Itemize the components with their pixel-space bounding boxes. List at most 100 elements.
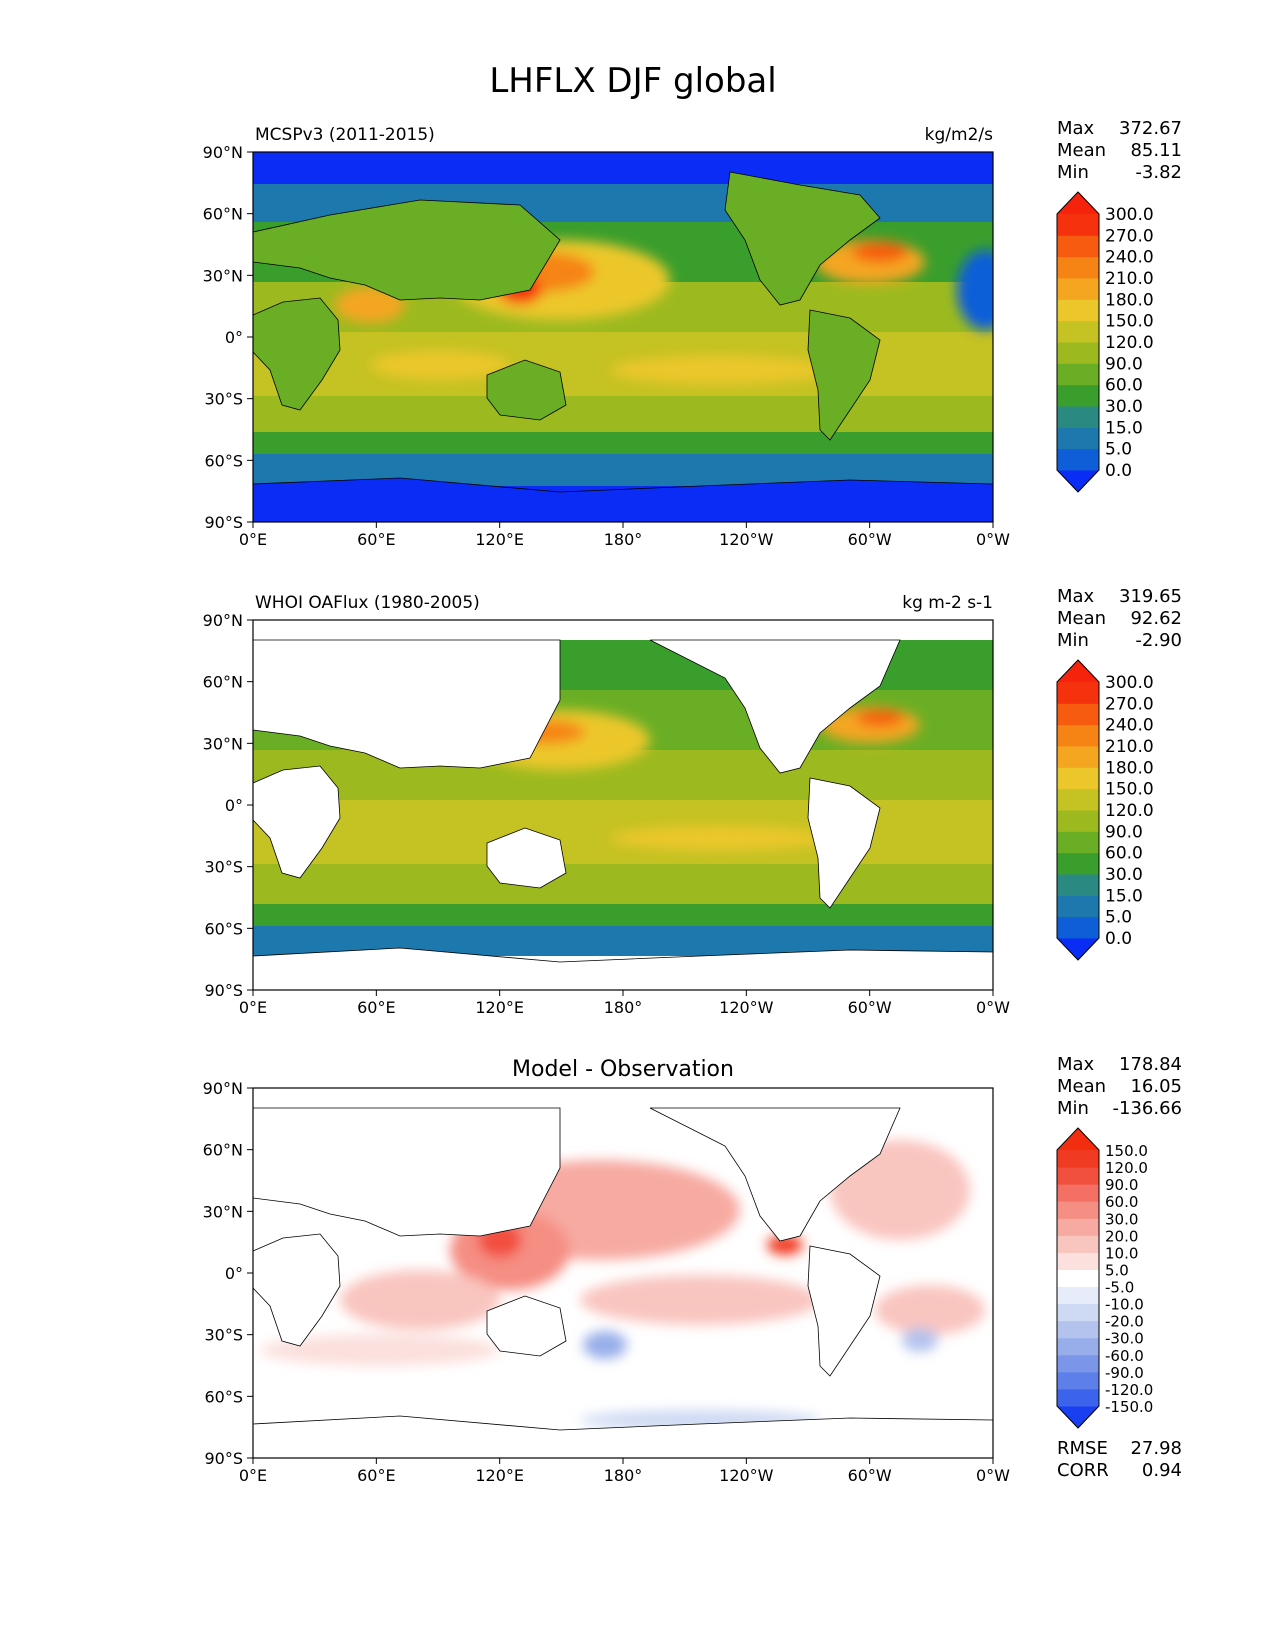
x-tick-label: 60°W [848,530,892,549]
colorbar-segment [1057,1371,1099,1390]
colorbar-under-extension [1057,938,1099,960]
figure-title: LHFLX DJF global [489,61,776,101]
colorbar-outline [1056,191,1100,493]
colorbar-level-label: 60.0 [1105,844,1143,864]
colorbar-level-label: 20.0 [1105,1227,1138,1245]
colorbar-segment [1057,235,1099,258]
colorbar-segment [1057,1388,1099,1407]
y-tick-label: 0° [225,328,243,347]
colorbar-level-label: -120.0 [1105,1381,1153,1399]
colorbar-segment [1057,363,1099,386]
field-band-mid-south [253,904,993,926]
colorbar-level-label: 300.0 [1105,673,1154,693]
panel-model: MCSPv3 (2011-2015) kg/m2/s [203,118,1182,549]
stat-max-label: Max [1057,118,1095,139]
colorbar-segment [1057,342,1099,364]
stat-min-label: Min [1057,1098,1089,1119]
colorbar-segment [1057,1235,1099,1253]
colorbar-level-label: 10.0 [1105,1244,1138,1262]
continent-africa [253,765,341,879]
stat-mean-label: Mean [1057,608,1106,629]
colorbar-segment [1057,427,1099,450]
y-tick-label: 90°S [204,513,243,532]
continent-antarctica [253,477,993,522]
colorbar-segment [1057,278,1099,300]
field-south-atlantic [875,1285,985,1335]
continent-south-america [807,1245,881,1377]
panel-model-x-axis: 0°E 60°E 120°E 180° 120°W 60°W 0°W [239,522,1010,549]
y-tick-label: 30°S [204,390,243,409]
y-tick-label: 0° [225,1264,243,1283]
stat-mean-label: Mean [1057,140,1106,161]
colorbar-level-label: 15.0 [1105,418,1143,438]
colorbar-level-label: 180.0 [1105,290,1154,310]
continent-africa [253,1233,341,1347]
colorbar-level-label: -10.0 [1105,1296,1144,1314]
x-tick-label: 60°W [848,998,892,1017]
colorbar-level-label: 5.0 [1105,908,1132,928]
colorbar-segment [1057,1201,1099,1219]
stat-corr-value: 0.94 [1142,1460,1182,1481]
stat-mean-label: Mean [1057,1076,1106,1097]
y-tick-label: 30°N [203,734,243,753]
colorbar-level-label: 120.0 [1105,1159,1148,1177]
colorbar-level-label: -20.0 [1105,1313,1144,1331]
field-south-pacific [610,826,830,850]
panel-observation-y-axis: 90°N 60°N 30°N 0° 30°S 60°S 90°S [203,611,253,1000]
y-tick-label: 60°N [203,205,243,224]
field-indian-ocean [340,1270,500,1330]
colorbar-segment [1057,406,1099,428]
colorbar-segment [1057,916,1099,939]
colorbar-segment [1057,767,1099,790]
colorbar-over-extension [1057,192,1099,214]
y-tick-label: 60°S [204,451,243,470]
colorbar-segment [1057,1286,1099,1305]
colorbar-level-label: 5.0 [1105,440,1132,460]
stat-min-label: Min [1057,630,1089,651]
field-southern-indian-band [260,1334,500,1366]
colorbar-segment [1057,788,1099,811]
x-tick-label: 120°E [475,998,524,1017]
colorbar-level-label: 90.0 [1105,822,1143,842]
field-south-atlantic-negative [902,1328,938,1352]
field-band-mid-south [253,432,993,454]
colorbar-level-label: 240.0 [1105,248,1154,268]
y-tick-label: 90°N [203,143,243,162]
colorbar-outline [1056,1127,1100,1429]
continent-north-america [649,639,901,774]
colorbar-level-label: 60.0 [1105,1193,1138,1211]
x-tick-label: 0°E [239,998,267,1017]
panel-model-stats: Max 372.67 Mean 85.11 Min -3.82 [1057,118,1182,183]
continent-antarctica [253,1415,993,1458]
panel-observation-x-axis: 0°E 60°E 120°E 180° 120°W 60°W 0°W [239,990,1010,1017]
colorbar-segment [1057,810,1099,832]
x-tick-label: 180° [604,1466,643,1485]
panel-observation-stats: Max 319.65 Mean 92.62 Min -2.90 [1057,586,1182,651]
y-tick-label: 30°S [204,1326,243,1345]
x-tick-label: 60°W [848,1466,892,1485]
colorbar-level-label: 270.0 [1105,694,1154,714]
continent-australia [486,359,567,421]
field-south-pacific [610,356,830,384]
continent-south-america [807,309,881,441]
stat-rmse-label: RMSE [1057,1438,1108,1459]
colorbar-segment [1057,895,1099,918]
land-mask-difference [253,1107,993,1458]
colorbar-level-label: -60.0 [1105,1347,1144,1365]
colorbar-level-label: 5.0 [1105,1261,1129,1279]
panel-difference: Model - Observation [203,1054,1182,1485]
y-tick-label: 90°N [203,1079,243,1098]
panel-model-title-left: MCSPv3 (2011-2015) [255,125,435,145]
panel-difference-field [253,1088,993,1458]
x-tick-label: 0°E [239,530,267,549]
x-tick-label: 60°E [357,998,395,1017]
y-tick-label: 60°N [203,1141,243,1160]
colorbar-segment [1057,874,1099,896]
colorbar-segment [1057,1303,1099,1322]
y-tick-label: 30°N [203,1202,243,1221]
colorbar-segment [1057,1184,1099,1202]
colorbar-segment [1057,724,1099,747]
colorbar-level-label: 120.0 [1105,801,1154,821]
x-tick-label: 180° [604,998,643,1017]
